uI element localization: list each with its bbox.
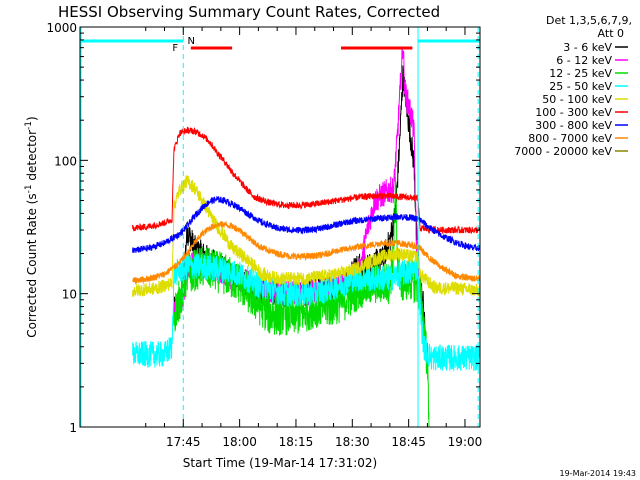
x-tick-label-0: 17:45 — [166, 435, 201, 449]
y-axis: 1 10 100 1000 — [46, 21, 480, 435]
annotation-layer: FN — [80, 27, 480, 427]
night-marker-label: N — [188, 36, 195, 47]
legend-entry-5: 100 - 300 keV — [535, 106, 612, 119]
y-axis-label: Corrected Count Rate (s-1 detector-1) — [24, 116, 39, 337]
legend-entry-1: 6 - 12 keV — [556, 54, 612, 67]
legend-entry-8: 7000 - 20000 keV — [514, 145, 612, 158]
y-tick-label-2: 100 — [54, 154, 77, 168]
series-line-4 — [132, 175, 480, 297]
y-axis-label-sup2: -1 — [24, 121, 34, 130]
plot-frame — [79, 26, 481, 428]
legend-entry-0: 3 - 6 keV — [563, 41, 612, 54]
x-axis-label: Start Time (19-Mar-14 17:31:02) — [183, 456, 377, 470]
y-axis-label-main: Corrected Count Rate (s — [25, 193, 39, 337]
x-tick-label-2: 18:15 — [279, 435, 314, 449]
flare-marker-label: F — [172, 43, 178, 54]
x-tick-label-1: 18:00 — [222, 435, 257, 449]
series-layer — [132, 47, 480, 427]
legend-header-line1: Det 1,3,5,6,7,9, — [546, 14, 632, 27]
y-tick-label-3: 1000 — [46, 21, 77, 35]
y-tick-label-1: 10 — [62, 288, 77, 302]
y-tick-label-0: 1 — [69, 421, 77, 435]
legend-entry-4: 50 - 100 keV — [542, 93, 612, 106]
legend-entry-6: 300 - 800 keV — [535, 119, 612, 132]
x-axis: 17:45 18:00 18:15 18:30 18:45 19:00 — [145, 27, 483, 449]
legend-header-line2: Att 0 — [598, 27, 624, 40]
y-axis-label-end: ) — [25, 116, 39, 121]
series-line-7 — [132, 220, 480, 285]
y-axis-label-mid: detector — [25, 130, 39, 185]
x-tick-label-4: 18:45 — [391, 435, 426, 449]
footer-timestamp: 19-Mar-2014 19:43 — [560, 469, 637, 478]
series-line-5 — [132, 126, 480, 235]
series-line-2 — [173, 176, 430, 427]
series-line-6 — [132, 195, 480, 253]
y-axis-label-sup1: -1 — [24, 184, 34, 193]
chart-title: HESSI Observing Summary Count Rates, Cor… — [58, 3, 440, 21]
x-tick-label-5: 19:00 — [448, 435, 483, 449]
x-tick-label-3: 18:30 — [335, 435, 370, 449]
series-line-3 — [132, 253, 480, 372]
legend-entry-7: 800 - 7000 keV — [528, 132, 612, 145]
legend-entry-3: 25 - 50 keV — [549, 80, 612, 93]
legend-entry-2: 12 - 25 keV — [549, 67, 612, 80]
